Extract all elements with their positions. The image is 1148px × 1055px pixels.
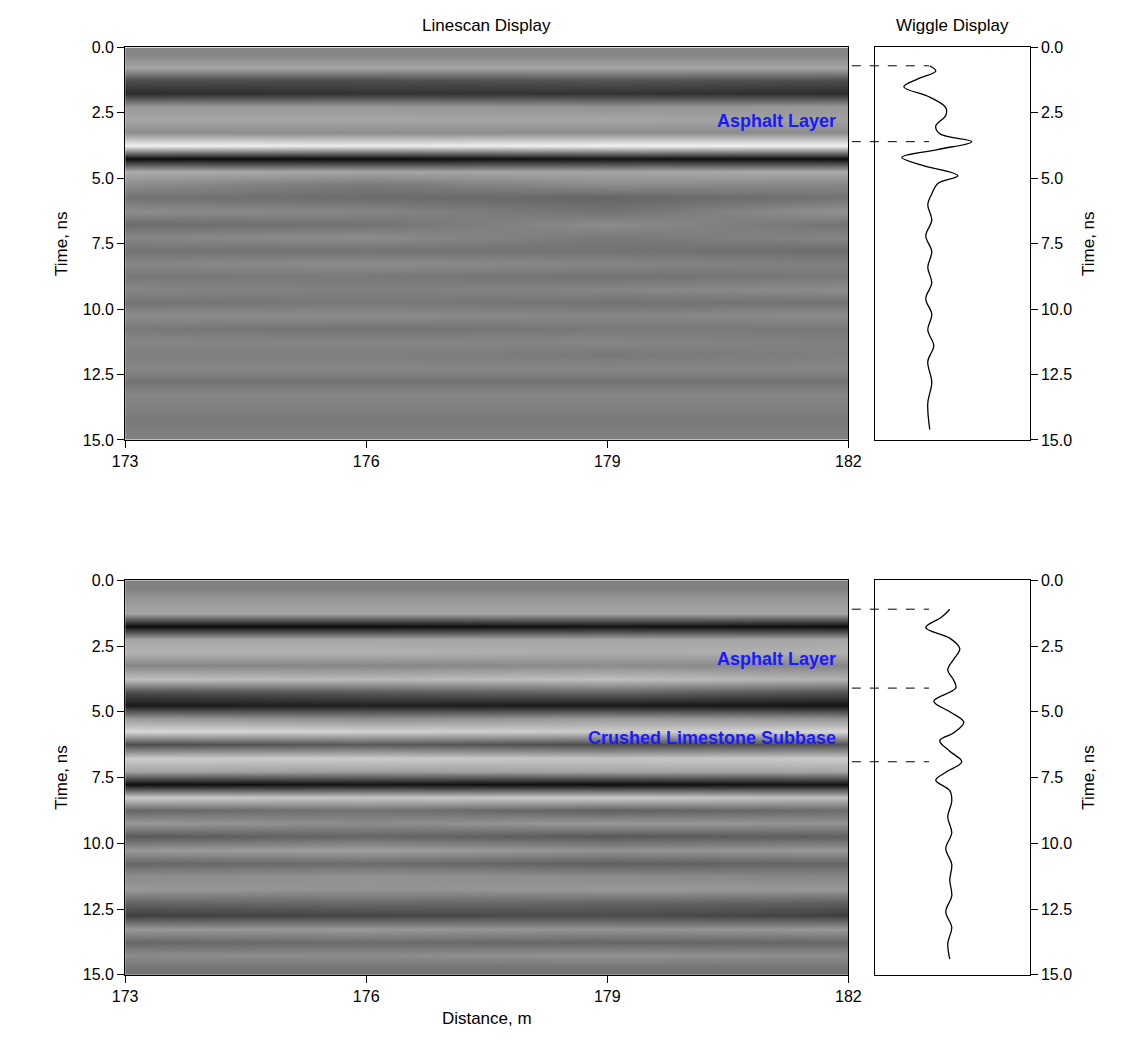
svg-text:12.5: 12.5 xyxy=(83,901,114,918)
svg-text:7.5: 7.5 xyxy=(92,769,114,786)
svg-text:15.0: 15.0 xyxy=(83,432,114,449)
svg-text:7.5: 7.5 xyxy=(1041,769,1063,786)
svg-text:5.0: 5.0 xyxy=(1041,703,1063,720)
svg-text:10.0: 10.0 xyxy=(1041,301,1072,318)
svg-text:Time, ns: Time, ns xyxy=(52,211,71,276)
svg-text:10.0: 10.0 xyxy=(1041,835,1072,852)
svg-text:2.5: 2.5 xyxy=(1041,638,1063,655)
svg-text:5.0: 5.0 xyxy=(1041,170,1063,187)
svg-text:173: 173 xyxy=(112,453,139,470)
svg-text:0.0: 0.0 xyxy=(1041,39,1063,56)
svg-text:7.5: 7.5 xyxy=(92,235,114,252)
svg-text:Time, ns: Time, ns xyxy=(1079,745,1098,810)
svg-text:176: 176 xyxy=(353,453,380,470)
svg-text:Time, ns: Time, ns xyxy=(1079,211,1098,276)
svg-text:182: 182 xyxy=(835,988,862,1005)
svg-text:176: 176 xyxy=(353,988,380,1005)
svg-text:10.0: 10.0 xyxy=(83,301,114,318)
svg-text:12.5: 12.5 xyxy=(1041,901,1072,918)
svg-text:Time, ns: Time, ns xyxy=(52,745,71,810)
svg-text:Wiggle Display: Wiggle Display xyxy=(896,16,1009,35)
svg-text:Distance, m: Distance, m xyxy=(442,1009,532,1028)
svg-text:15.0: 15.0 xyxy=(1041,966,1072,983)
svg-text:Crushed Limestone Subbase: Crushed Limestone Subbase xyxy=(588,728,836,748)
svg-text:0.0: 0.0 xyxy=(92,39,114,56)
svg-text:5.0: 5.0 xyxy=(92,170,114,187)
svg-text:2.5: 2.5 xyxy=(1041,104,1063,121)
svg-text:10.0: 10.0 xyxy=(83,835,114,852)
svg-text:173: 173 xyxy=(112,988,139,1005)
svg-text:0.0: 0.0 xyxy=(1041,572,1063,589)
svg-text:0.0: 0.0 xyxy=(92,572,114,589)
svg-text:Asphalt Layer: Asphalt Layer xyxy=(717,649,836,669)
svg-text:179: 179 xyxy=(594,988,621,1005)
svg-text:7.5: 7.5 xyxy=(1041,235,1063,252)
svg-text:Linescan Display: Linescan Display xyxy=(422,16,551,35)
svg-text:5.0: 5.0 xyxy=(92,703,114,720)
svg-text:15.0: 15.0 xyxy=(83,966,114,983)
svg-text:Asphalt Layer: Asphalt Layer xyxy=(717,111,836,131)
svg-text:2.5: 2.5 xyxy=(92,104,114,121)
svg-text:15.0: 15.0 xyxy=(1041,432,1072,449)
svg-text:12.5: 12.5 xyxy=(83,366,114,383)
svg-text:12.5: 12.5 xyxy=(1041,366,1072,383)
svg-text:179: 179 xyxy=(594,453,621,470)
svg-text:2.5: 2.5 xyxy=(92,638,114,655)
svg-text:182: 182 xyxy=(835,453,862,470)
